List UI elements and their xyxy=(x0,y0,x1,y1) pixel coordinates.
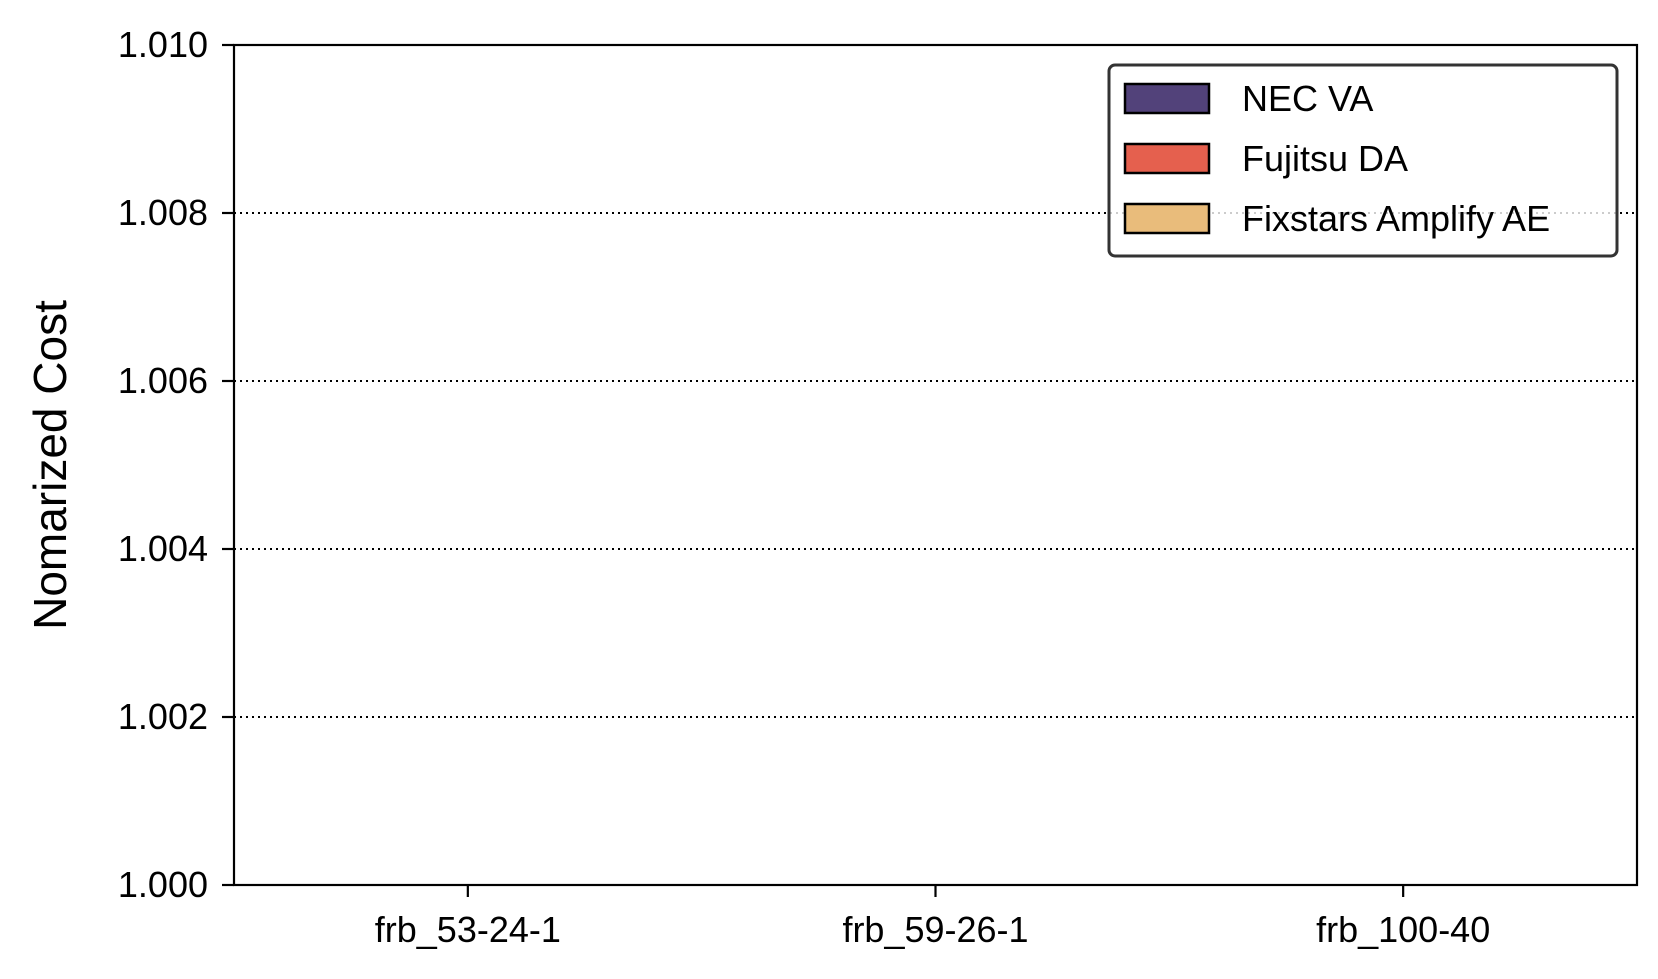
legend-label: Fixstars Amplify AE xyxy=(1242,198,1550,239)
legend-swatch xyxy=(1123,82,1211,115)
y-tick-label: 1.004 xyxy=(118,528,208,569)
y-axis: 1.000 1.002 1.004 1.006 1.008 1.010 xyxy=(118,24,234,905)
y-tick-label: 1.006 xyxy=(118,360,208,401)
y-tick-label: 1.002 xyxy=(118,696,208,737)
legend-swatch xyxy=(1123,202,1211,235)
y-tick-label: 1.000 xyxy=(118,864,208,905)
legend: NEC VA Fujitsu DA Fixstars Amplify AE xyxy=(1107,63,1619,258)
grid-lines xyxy=(234,212,1637,718)
legend-label: Fujitsu DA xyxy=(1242,138,1408,179)
y-tick-label: 1.010 xyxy=(118,24,208,65)
legend-label: NEC VA xyxy=(1242,78,1373,119)
x-tick-label: frb_59-26-1 xyxy=(842,909,1028,950)
x-axis: frb_53-24-1 frb_59-26-1 frb_100-40 xyxy=(375,885,1490,950)
legend-box xyxy=(1107,63,1619,258)
legend-swatch xyxy=(1123,142,1211,175)
y-axis-label: Nomarized Cost xyxy=(24,300,76,630)
y-tick-label: 1.008 xyxy=(118,192,208,233)
x-tick-label: frb_53-24-1 xyxy=(375,909,561,950)
x-tick-label: frb_100-40 xyxy=(1316,909,1490,950)
